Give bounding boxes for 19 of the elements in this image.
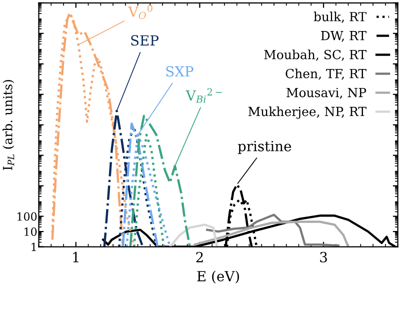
x-tick-label: 3 xyxy=(320,252,327,262)
annotation: pristine xyxy=(238,140,292,154)
y-tick-label: 10 xyxy=(24,228,37,236)
legend-label: Mousavi, NP xyxy=(286,88,366,99)
annotation: SXP xyxy=(166,66,194,77)
annotation: V$_{Bi}$$^{2−}$ xyxy=(186,88,222,103)
legend-label: Chen, TF, RT xyxy=(286,68,366,80)
legend-label: Moubah, SC, RT xyxy=(264,50,366,61)
legend-label: bulk, RT xyxy=(314,12,366,23)
y-tick-label: 1 xyxy=(32,242,36,252)
annotation: SEP xyxy=(131,35,159,46)
annotation: V$_{O}$$^{0}$ xyxy=(128,4,152,20)
x-tick-label: 2 xyxy=(196,252,203,262)
legend-label: DW, RT xyxy=(321,31,366,42)
y-tick-label: 100 xyxy=(18,212,37,221)
x-tick-label: 1 xyxy=(73,252,78,262)
legend-label: Mukherjee, NP, RT xyxy=(248,106,366,119)
x-axis-title: E (eV) xyxy=(197,270,239,284)
y-axis-title: I$_{PL}$ (arb. units) xyxy=(2,80,14,170)
